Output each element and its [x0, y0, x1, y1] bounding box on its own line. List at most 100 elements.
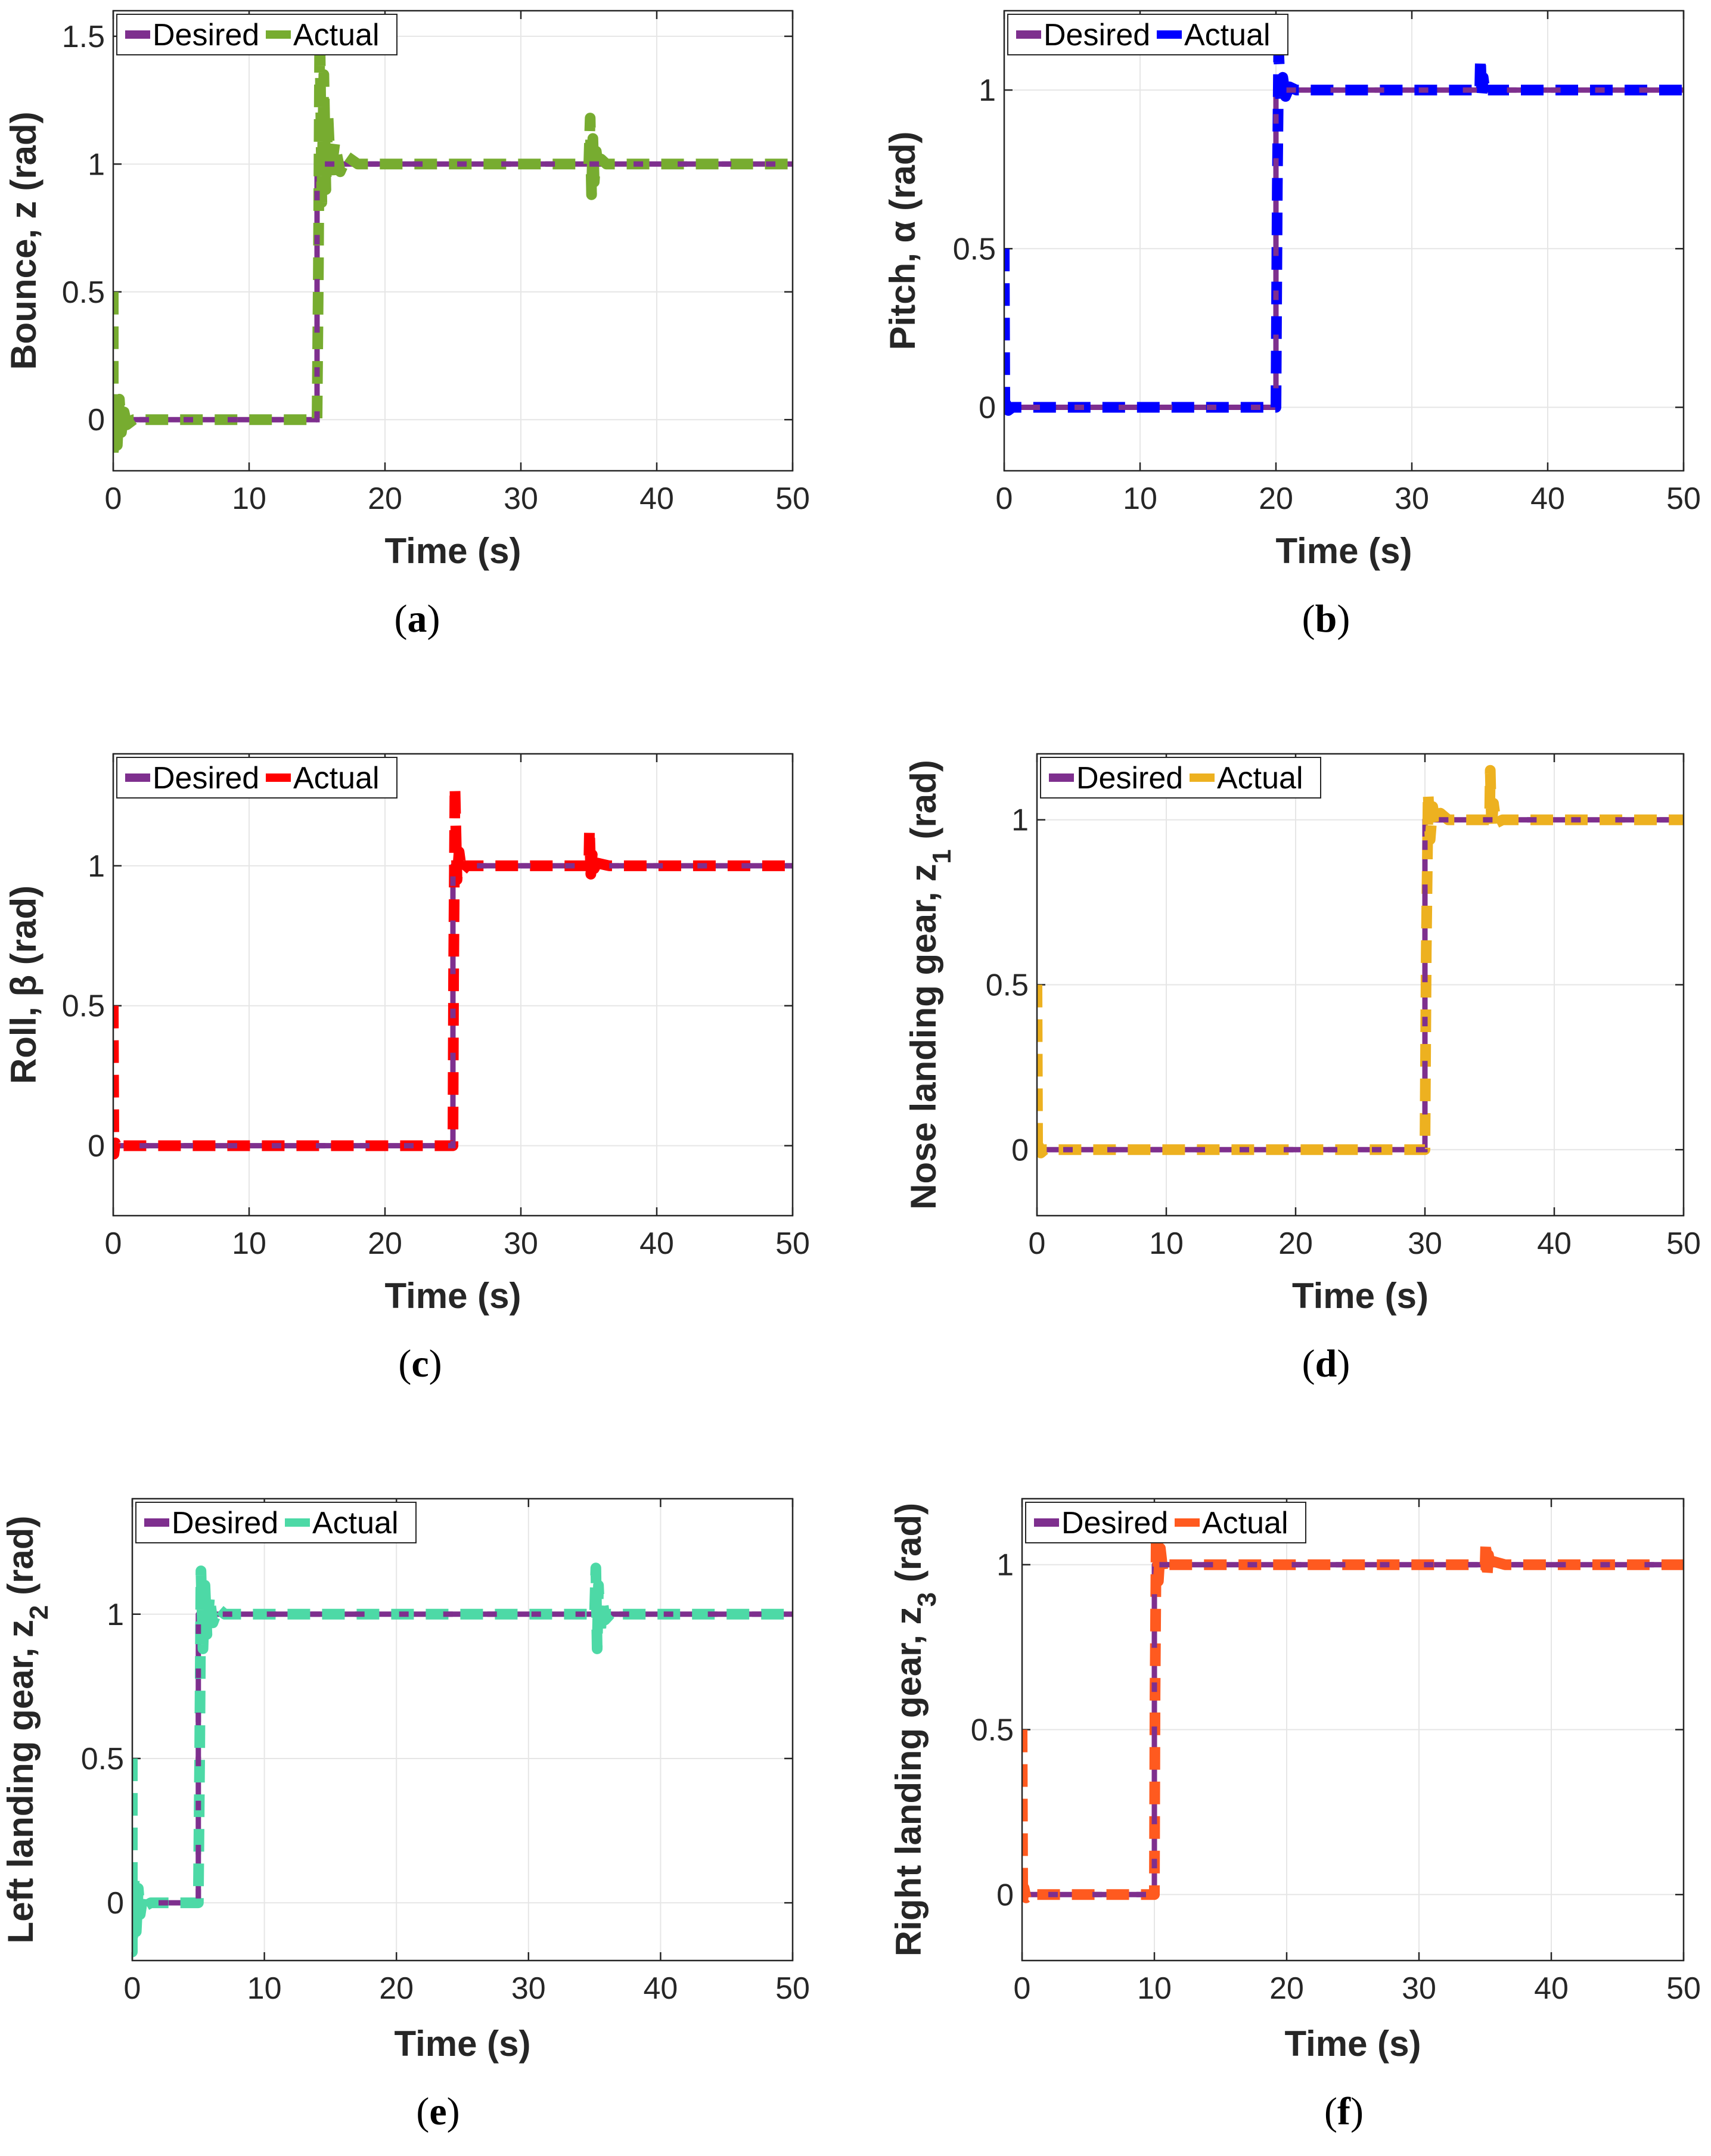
y-axis-label-main: Right landing gear, z — [889, 1607, 929, 1956]
y-axis-label: Right landing gear, z3 (rad) — [889, 1503, 942, 1956]
series-line-actual — [132, 1562, 793, 1958]
legend: Desired Actual — [1025, 1502, 1306, 1543]
panel-caption-letter: d — [1315, 1342, 1337, 1385]
y-axis-label-main: Nose landing gear, z — [903, 864, 943, 1210]
x-axis-label: Time (s) — [1292, 1276, 1429, 1316]
series-line-actual — [1022, 1513, 1684, 1907]
panel-caption: (a) — [395, 597, 440, 641]
y-tick-label: 0 — [979, 391, 996, 425]
plot-area — [113, 11, 793, 471]
legend-label-desired: Desired — [1044, 18, 1150, 52]
series-line-desired-overlay — [113, 161, 793, 422]
x-tick-label: 0 — [996, 481, 1013, 516]
y-tick-label: 0 — [88, 1129, 105, 1164]
chart-panel-c: 0 10 20 30 40 50 0 0.5 1 Desired Actual Time (s) Rol… — [4, 753, 810, 1385]
y-tick-label: 0.5 — [62, 989, 105, 1024]
y-axis-label: Pitch, α (rad) — [883, 132, 923, 350]
legend-label-desired: Desired — [172, 1506, 278, 1540]
x-tick-label: 40 — [639, 1226, 674, 1261]
x-tick-label: 10 — [232, 481, 266, 516]
y-tick-label: 0 — [88, 403, 105, 437]
x-tick-label: 40 — [1534, 1971, 1569, 2006]
y-tick-label: 1 — [107, 1598, 124, 1632]
y-tick-label: 0.5 — [62, 275, 105, 310]
y-axis-label-subscript: 1 — [927, 849, 957, 863]
legend: Desired Actual — [1040, 757, 1321, 799]
legend-box — [116, 14, 398, 55]
x-tick-label: 30 — [504, 481, 538, 516]
chart-panel-f: 0 10 20 30 40 50 0 0.5 1 Desired Actual Time (s) Rig… — [889, 1498, 1701, 2133]
series-line-desired-overlay — [132, 1611, 793, 1906]
y-tick-label: 1.5 — [62, 20, 105, 54]
panel-caption: (f) — [1324, 2090, 1364, 2133]
y-axis-label-subscript: 3 — [912, 1592, 942, 1607]
x-axis-label: Time (s) — [1285, 2024, 1421, 2064]
y-axis-label: Nose landing gear, z1 (rad) — [903, 760, 957, 1210]
x-tick-label: 50 — [775, 1226, 810, 1261]
y-axis-label: Bounce, z (rad) — [4, 111, 44, 369]
y-tick-label: 0.5 — [953, 232, 996, 266]
legend-label-actual: Actual — [293, 761, 380, 796]
legend-box — [116, 757, 398, 799]
y-tick-label: 0.5 — [81, 1742, 124, 1776]
legend-box — [1025, 1502, 1306, 1543]
x-tick-label: 0 — [124, 1971, 141, 2006]
series-line-desired-overlay — [1004, 87, 1684, 410]
legend-label-actual: Actual — [1184, 18, 1271, 52]
x-tick-label: 20 — [379, 1971, 414, 2006]
legend-box — [1007, 14, 1288, 55]
plot-area — [132, 1499, 793, 1961]
x-tick-label: 50 — [1666, 1971, 1701, 2006]
plot-area — [1004, 11, 1684, 471]
y-tick-label: 0 — [996, 1878, 1014, 1912]
y-tick-label: 1 — [979, 73, 996, 108]
series-line-actual — [1004, 46, 1684, 420]
x-axis-label: Time (s) — [385, 1276, 521, 1316]
x-axis-label: Time (s) — [395, 2024, 531, 2064]
axes-box — [112, 10, 794, 472]
x-tick-label: 30 — [504, 1226, 538, 1261]
chart-panel-a: 0 10 20 30 40 50 0 0.5 1 1.5 Desired Actual Time (s)… — [4, 10, 810, 641]
y-axis-label-suffix: (rad) — [1, 1516, 41, 1605]
x-tick-label: 30 — [1408, 1226, 1442, 1261]
chart-panel-e: 0 10 20 30 40 50 0 0.5 1 Desired Actual Time (s) Lef… — [1, 1498, 810, 2133]
panel-caption-letter: a — [408, 597, 427, 641]
legend-label-desired: Desired — [1061, 1506, 1168, 1540]
legend-label-desired: Desired — [1076, 761, 1183, 796]
axes-box — [131, 1498, 794, 1962]
y-axis-label-suffix: (rad) — [889, 1503, 929, 1592]
x-tick-label: 50 — [1666, 1226, 1701, 1261]
legend-box — [1040, 757, 1321, 799]
x-tick-label: 50 — [1666, 481, 1701, 516]
x-tick-label: 40 — [1537, 1226, 1572, 1261]
y-tick-label: 1 — [88, 849, 105, 884]
x-tick-label: 50 — [775, 1971, 810, 2006]
series-line-actual — [1037, 765, 1684, 1162]
x-tick-label: 0 — [1014, 1971, 1031, 2006]
panel-caption-letter: b — [1315, 597, 1337, 641]
panel-caption: (c) — [398, 1342, 442, 1385]
panel-caption-letter: e — [429, 2090, 446, 2133]
x-tick-label: 30 — [511, 1971, 546, 2006]
x-tick-label: 20 — [1259, 481, 1293, 516]
y-axis-label: Roll, β (rad) — [4, 886, 44, 1084]
y-tick-label: 0 — [1011, 1133, 1029, 1167]
legend-label-actual: Actual — [312, 1506, 399, 1540]
x-tick-label: 0 — [105, 1226, 122, 1261]
axes-box — [1003, 10, 1685, 472]
x-tick-label: 20 — [1269, 1971, 1304, 2006]
axes-box — [1036, 753, 1685, 1217]
panel-caption: (b) — [1302, 597, 1350, 641]
x-tick-label: 40 — [1530, 481, 1565, 516]
legend-label-actual: Actual — [1202, 1506, 1288, 1540]
legend-label-actual: Actual — [293, 18, 380, 52]
series-line-actual — [113, 782, 793, 1160]
x-tick-label: 10 — [232, 1226, 266, 1261]
x-tick-label: 20 — [1278, 1226, 1313, 1261]
legend-label-desired: Desired — [153, 761, 259, 796]
panel-caption-letter: c — [411, 1342, 428, 1385]
x-tick-label: 30 — [1402, 1971, 1436, 2006]
x-tick-label: 0 — [1029, 1226, 1046, 1261]
y-axis-label: Left landing gear, z2 (rad) — [1, 1516, 54, 1944]
series-line-actual — [113, 18, 793, 464]
